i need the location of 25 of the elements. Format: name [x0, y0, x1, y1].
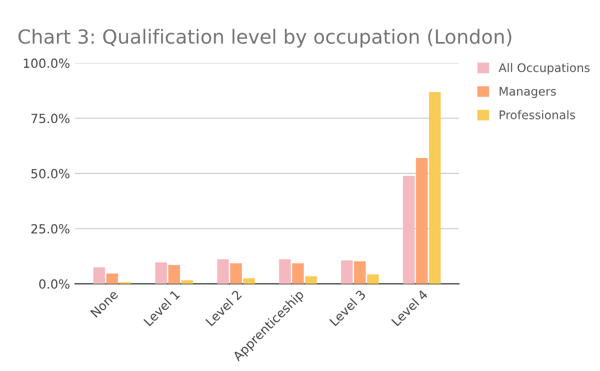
legend-label: Professionals — [500, 110, 576, 120]
y-tick-label: 0.0% — [39, 279, 70, 289]
bar — [217, 259, 229, 284]
bar — [416, 158, 428, 284]
bar — [279, 259, 291, 284]
bar — [230, 263, 242, 284]
y-tick-label: 100.0% — [24, 58, 70, 68]
bar — [243, 278, 255, 284]
legend-label: All Occupations — [498, 63, 590, 74]
bar — [168, 265, 180, 284]
bar — [341, 260, 353, 284]
bar — [402, 176, 415, 284]
legend-label: Managers — [500, 86, 556, 98]
bar — [367, 274, 379, 284]
bar — [93, 267, 106, 284]
bar — [155, 262, 167, 284]
bar — [292, 263, 304, 284]
bar — [305, 276, 317, 284]
bar — [428, 92, 441, 284]
chart-title: Chart 3: Qualification level by occupation (London) — [18, 28, 512, 48]
y-tick-label: 75.0% — [31, 114, 70, 124]
bar — [354, 261, 366, 284]
bar — [106, 273, 118, 284]
y-tick-label: 50.0% — [31, 168, 70, 178]
y-tick-label: 25.0% — [31, 224, 70, 234]
